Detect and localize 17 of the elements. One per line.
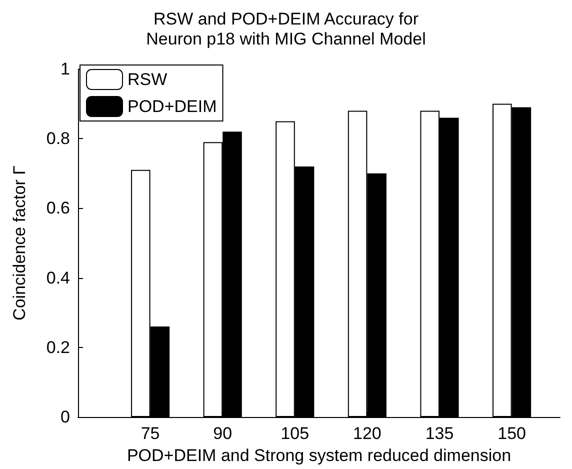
y-tick-label: 1 bbox=[60, 60, 70, 78]
y-tick-label: 0.4 bbox=[46, 268, 70, 288]
y-axis-title: Coincidence factor Γ bbox=[10, 166, 29, 320]
x-axis-title: POD+DEIM and Strong system reduced dimension bbox=[126, 446, 512, 465]
x-tick-label: 105 bbox=[280, 424, 310, 443]
y-tick-label: 0.8 bbox=[46, 129, 70, 148]
chart-title: RSW and POD+DEIM Accuracy for Neuron p18 with MIG Channel Model bbox=[146, 10, 426, 48]
y-tick-label: 0 bbox=[60, 408, 70, 426]
y-tick-label: 0.6 bbox=[46, 198, 70, 218]
x-tick-label: 75 bbox=[140, 424, 160, 443]
x-tick-label: 90 bbox=[213, 424, 232, 443]
x-tick-label: 150 bbox=[498, 424, 526, 443]
legend-label: POD+DEIM bbox=[128, 97, 217, 116]
x-tick-label: 120 bbox=[353, 424, 382, 443]
y-tick-label: 0.2 bbox=[46, 338, 70, 357]
x-tick-label: 135 bbox=[425, 424, 454, 443]
legend-label: RSW bbox=[128, 70, 168, 89]
